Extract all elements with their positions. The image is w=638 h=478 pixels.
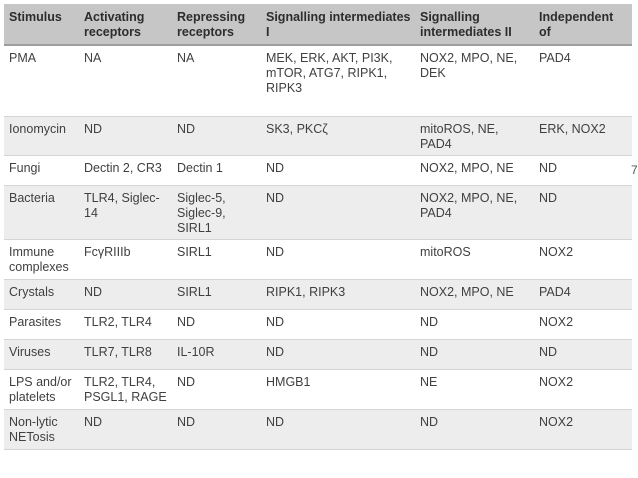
cell-independent-of: NOX2 bbox=[534, 369, 632, 410]
cell-repressing: ND bbox=[172, 309, 261, 340]
cell-intermediates-2: NOX2, MPO, NE, PAD4 bbox=[415, 185, 534, 240]
cell-intermediates-1: ND bbox=[261, 339, 415, 370]
table-body: PMA NA NA MEK, ERK, AKT, PI3K, mTOR, ATG… bbox=[4, 45, 632, 450]
cell-stimulus: Ionomycin bbox=[4, 116, 79, 156]
cell-activating: TLR4, Siglec-14 bbox=[79, 185, 172, 240]
header-signalling-intermediates-2: Signalling intermediates II bbox=[415, 4, 534, 46]
cell-repressing: ND bbox=[172, 409, 261, 450]
table-header: Stimulus Activating receptors Repressing… bbox=[4, 4, 632, 46]
cell-activating: ND bbox=[79, 279, 172, 310]
cell-independent-of: PAD4 bbox=[534, 279, 632, 310]
cell-intermediates-2: NOX2, MPO, NE bbox=[415, 279, 534, 310]
cell-repressing: SIRL1 bbox=[172, 239, 261, 280]
cell-stimulus: Bacteria bbox=[4, 185, 79, 240]
header-signalling-intermediates-1: Signalling intermediates I bbox=[261, 4, 415, 46]
table-row: Bacteria TLR4, Siglec-14 Siglec-5, Sigle… bbox=[4, 185, 632, 240]
header-repressing-receptors: Repressing receptors bbox=[172, 4, 261, 46]
cell-intermediates-2: mitoROS bbox=[415, 239, 534, 280]
cell-activating: ND bbox=[79, 116, 172, 156]
table-row: Fungi Dectin 2, CR3 Dectin 1 ND NOX2, MP… bbox=[4, 155, 632, 186]
cell-intermediates-1: ND bbox=[261, 185, 415, 240]
cell-stimulus: Parasites bbox=[4, 309, 79, 340]
cell-intermediates-1: ND bbox=[261, 309, 415, 340]
table-row: Parasites TLR2, TLR4 ND ND ND NOX2 bbox=[4, 309, 632, 340]
cell-stimulus: Fungi bbox=[4, 155, 79, 186]
table-row: Non-lytic NETosis ND ND ND ND NOX2 bbox=[4, 409, 632, 450]
cell-intermediates-1: HMGB1 bbox=[261, 369, 415, 410]
cell-activating: TLR7, TLR8 bbox=[79, 339, 172, 370]
cell-independent-of: ERK, NOX2 bbox=[534, 116, 632, 156]
netosis-stimuli-table: Stimulus Activating receptors Repressing… bbox=[4, 4, 632, 450]
cell-repressing: SIRL1 bbox=[172, 279, 261, 310]
table-row: LPS and/or platelets TLR2, TLR4, PSGL1, … bbox=[4, 369, 632, 410]
cell-independent-of: NOX2 bbox=[534, 239, 632, 280]
cell-intermediates-2: NOX2, MPO, NE bbox=[415, 155, 534, 186]
cell-stimulus: LPS and/or platelets bbox=[4, 369, 79, 410]
cell-activating: NA bbox=[79, 45, 172, 117]
cell-independent-of: ND bbox=[534, 339, 632, 370]
cell-activating: ND bbox=[79, 409, 172, 450]
cell-activating: TLR2, TLR4 bbox=[79, 309, 172, 340]
cell-independent-of: ND bbox=[534, 185, 632, 240]
cell-repressing: Siglec-5, Siglec-9, SIRL1 bbox=[172, 185, 261, 240]
cell-intermediates-2: ND bbox=[415, 409, 534, 450]
table-row: Viruses TLR7, TLR8 IL-10R ND ND ND bbox=[4, 339, 632, 370]
cell-intermediates-2: NE bbox=[415, 369, 534, 410]
header-activating-receptors: Activating receptors bbox=[79, 4, 172, 46]
cell-independent-of: NOX2 bbox=[534, 309, 632, 340]
header-row: Stimulus Activating receptors Repressing… bbox=[4, 4, 632, 46]
cell-intermediates-2: ND bbox=[415, 309, 534, 340]
cell-activating: FcγRIIIb bbox=[79, 239, 172, 280]
table-row: Crystals ND SIRL1 RIPK1, RIPK3 NOX2, MPO… bbox=[4, 279, 632, 310]
cell-stimulus: Non-lytic NETosis bbox=[4, 409, 79, 450]
cell-repressing: IL-10R bbox=[172, 339, 261, 370]
cell-intermediates-2: mitoROS, NE, PAD4 bbox=[415, 116, 534, 156]
cell-independent-of: NOX2 bbox=[534, 409, 632, 450]
header-independent-of: Independent of bbox=[534, 4, 632, 46]
cell-independent-of: ND bbox=[534, 155, 632, 186]
cell-stimulus: Immune complexes bbox=[4, 239, 79, 280]
header-stimulus: Stimulus bbox=[4, 4, 79, 46]
cell-repressing: NA bbox=[172, 45, 261, 117]
cell-activating: TLR2, TLR4, PSGL1, RAGE bbox=[79, 369, 172, 410]
cell-intermediates-2: ND bbox=[415, 339, 534, 370]
cell-intermediates-1: SK3, PKCζ bbox=[261, 116, 415, 156]
cell-repressing: ND bbox=[172, 369, 261, 410]
cell-independent-of: PAD4 bbox=[534, 45, 632, 117]
cell-stimulus: Viruses bbox=[4, 339, 79, 370]
cell-intermediates-1: RIPK1, RIPK3 bbox=[261, 279, 415, 310]
cell-repressing: ND bbox=[172, 116, 261, 156]
cell-stimulus: PMA bbox=[4, 45, 79, 117]
cell-repressing: Dectin 1 bbox=[172, 155, 261, 186]
cell-intermediates-1: ND bbox=[261, 239, 415, 280]
cell-intermediates-1: ND bbox=[261, 409, 415, 450]
cell-activating: Dectin 2, CR3 bbox=[79, 155, 172, 186]
cropped-page-glyph: 7 bbox=[631, 163, 637, 177]
cell-stimulus: Crystals bbox=[4, 279, 79, 310]
table-row: Immune complexes FcγRIIIb SIRL1 ND mitoR… bbox=[4, 239, 632, 280]
table-row: Ionomycin ND ND SK3, PKCζ mitoROS, NE, P… bbox=[4, 116, 632, 156]
cell-intermediates-1: ND bbox=[261, 155, 415, 186]
cell-intermediates-1: MEK, ERK, AKT, PI3K, mTOR, ATG7, RIPK1, … bbox=[261, 45, 415, 117]
table-row: PMA NA NA MEK, ERK, AKT, PI3K, mTOR, ATG… bbox=[4, 45, 632, 117]
cell-intermediates-2: NOX2, MPO, NE, DEK bbox=[415, 45, 534, 117]
